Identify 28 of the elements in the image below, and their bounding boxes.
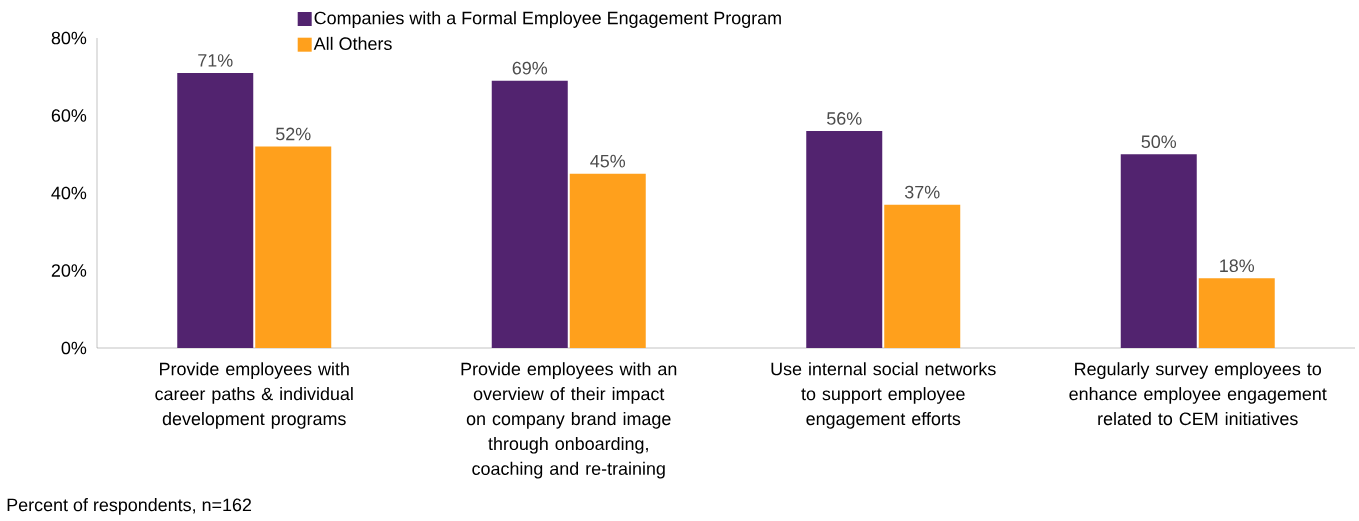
data-label: 71% <box>198 54 233 67</box>
legend-label: All Others <box>313 36 392 51</box>
text: Percent of respondents, n=162 <box>7 498 252 515</box>
legend-label: Companies with a Formal Employee Engagement Program <box>314 11 781 28</box>
bar <box>1198 278 1275 348</box>
x-tick-label: Provide employees with an overview of their impact on company brand image through onboarding, coaching and re-training <box>461 362 677 479</box>
bar <box>884 204 961 348</box>
y-tick-label: 0% <box>61 341 87 355</box>
y-tick-label: 80% <box>51 31 87 45</box>
bar <box>177 72 254 348</box>
data-label: 18% <box>1220 259 1255 273</box>
bar <box>491 80 568 348</box>
bar <box>806 131 883 348</box>
bar <box>255 146 332 348</box>
data-label: 37% <box>904 185 940 199</box>
y-tick-label: 40% <box>51 186 87 200</box>
x-tick-label: Use internal social networks to support employee engagement efforts <box>771 362 996 429</box>
data-label: 50% <box>1141 135 1177 149</box>
x-tick-label: Regularly survey employees to enhance employee engagement related to CEM initiatives <box>1069 362 1327 426</box>
data-label: 45% <box>590 154 626 168</box>
bar <box>569 173 646 348</box>
data-label: 56% <box>827 112 862 125</box>
bar <box>1120 154 1197 348</box>
data-label: 69% <box>512 61 548 75</box>
data-label: 52% <box>276 127 311 141</box>
y-tick-label: 20% <box>51 264 87 277</box>
y-tick-label: 60% <box>51 109 87 122</box>
x-tick-label: Provide employees with career paths & individual development programs <box>155 362 353 429</box>
